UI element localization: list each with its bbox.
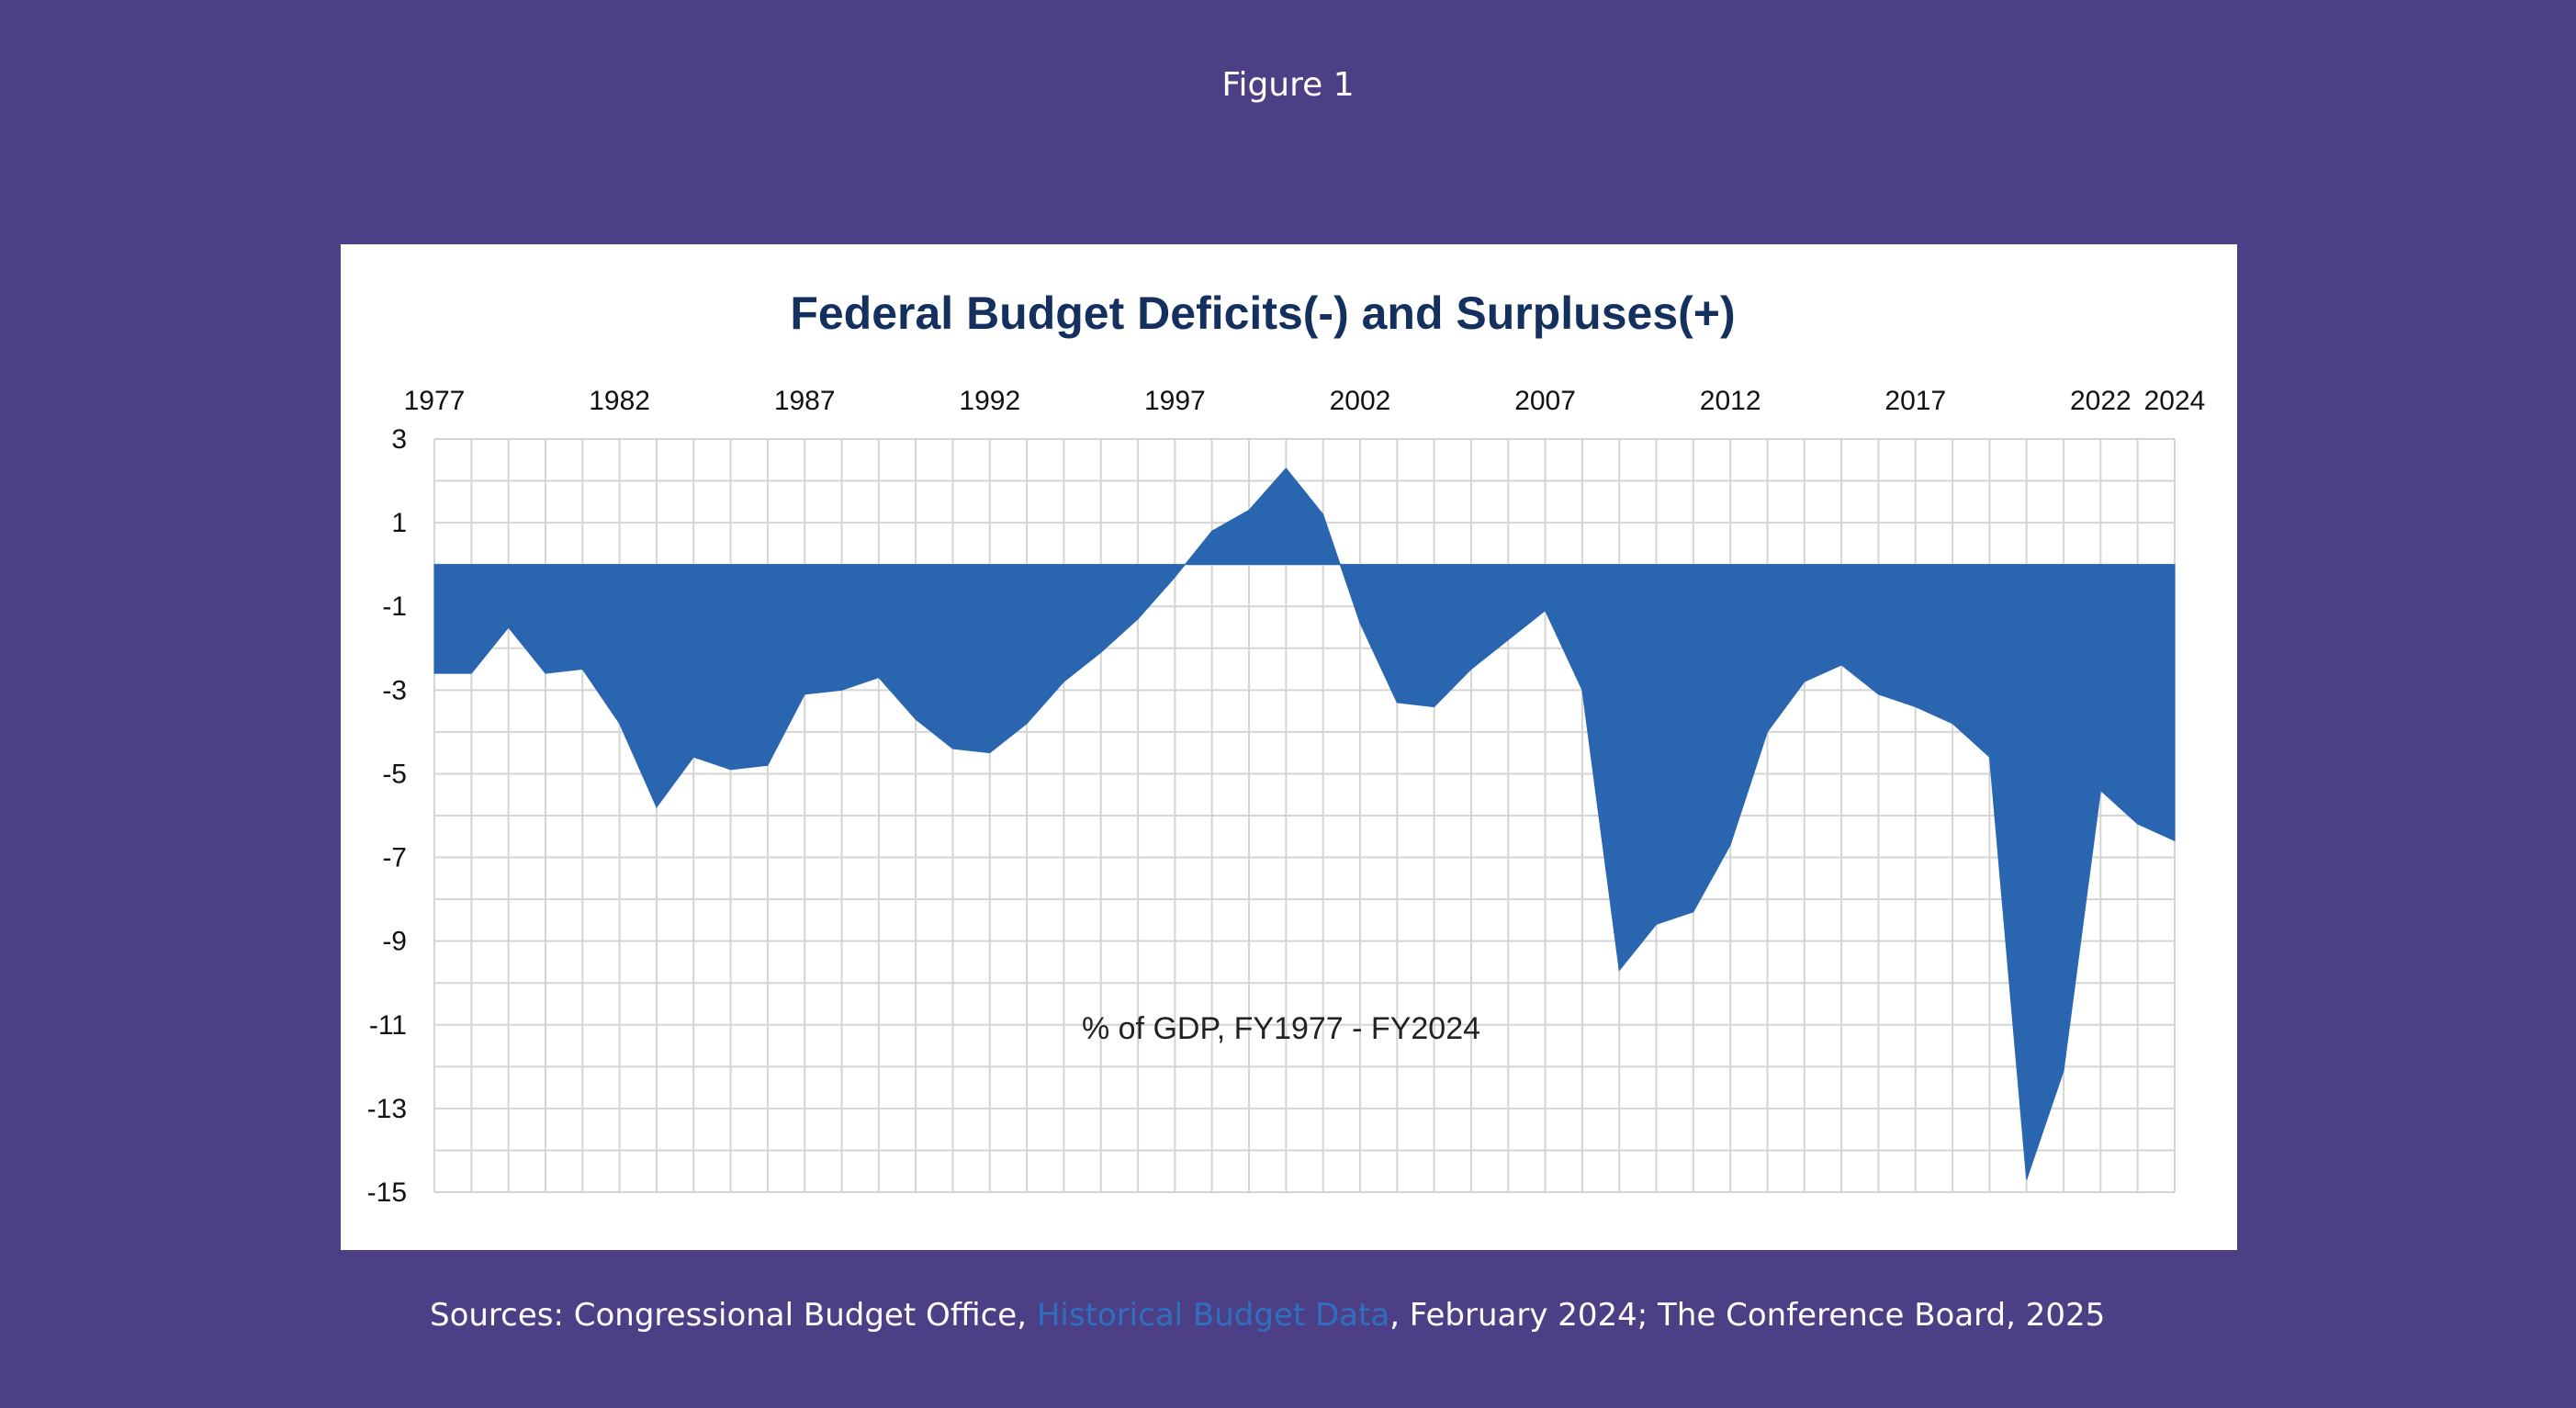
y-tick-label: 1 xyxy=(391,508,407,538)
x-tick-label: 2017 xyxy=(1884,386,1946,416)
sources-note: Sources: Congressional Budget Office, Hi… xyxy=(430,1297,2105,1334)
y-tick-label: 3 xyxy=(391,424,407,455)
x-tick-label: 1992 xyxy=(959,386,1020,416)
y-tick-label: -3 xyxy=(382,675,407,705)
figure-label: Figure 1 xyxy=(1221,66,1355,104)
x-tick-label: 1982 xyxy=(589,386,650,416)
x-tick-label: 2002 xyxy=(1330,386,1391,416)
sources-prefix: Sources: Congressional Budget Office, xyxy=(430,1297,1037,1334)
chart-panel: Federal Budget Deficits(-) and Surpluses… xyxy=(341,244,2237,1250)
y-tick-label: -1 xyxy=(382,591,407,622)
y-tick-labels: 3 1 -1 -3 -5 -7 -9 -11 -13 -15 xyxy=(367,424,407,1208)
x-tick-label: 2024 xyxy=(2144,386,2206,416)
y-tick-label: -7 xyxy=(382,843,407,873)
y-tick-label: -11 xyxy=(369,1010,407,1041)
budget-area-chart: Federal Budget Deficits(-) and Surpluses… xyxy=(367,287,2206,1208)
chart-annotation: % of GDP, FY1977 - FY2024 xyxy=(1082,1011,1480,1046)
sources-suffix: , February 2024; The Conference Board, 2… xyxy=(1389,1297,2106,1334)
historical-budget-data-link[interactable]: Historical Budget Data xyxy=(1036,1297,1390,1334)
y-tick-label: -9 xyxy=(382,927,407,957)
area-series xyxy=(433,467,2176,1180)
area-fill xyxy=(433,467,2176,1180)
x-tick-label: 1987 xyxy=(774,386,836,416)
x-tick-labels: 1977 1982 1987 1992 1997 2002 2007 2012 2017 2022… xyxy=(404,386,2206,416)
x-tick-label: 1977 xyxy=(404,386,466,416)
x-tick-label: 2012 xyxy=(1700,386,1761,416)
y-tick-label: -13 xyxy=(367,1094,407,1124)
y-tick-label: -5 xyxy=(382,759,407,789)
y-tick-label: -15 xyxy=(367,1177,407,1208)
chart-title: Federal Budget Deficits(-) and Surpluses… xyxy=(790,287,1735,339)
x-tick-label: 2022 xyxy=(2070,386,2132,416)
x-tick-label: 2007 xyxy=(1514,386,1576,416)
x-tick-label: 1997 xyxy=(1144,386,1206,416)
